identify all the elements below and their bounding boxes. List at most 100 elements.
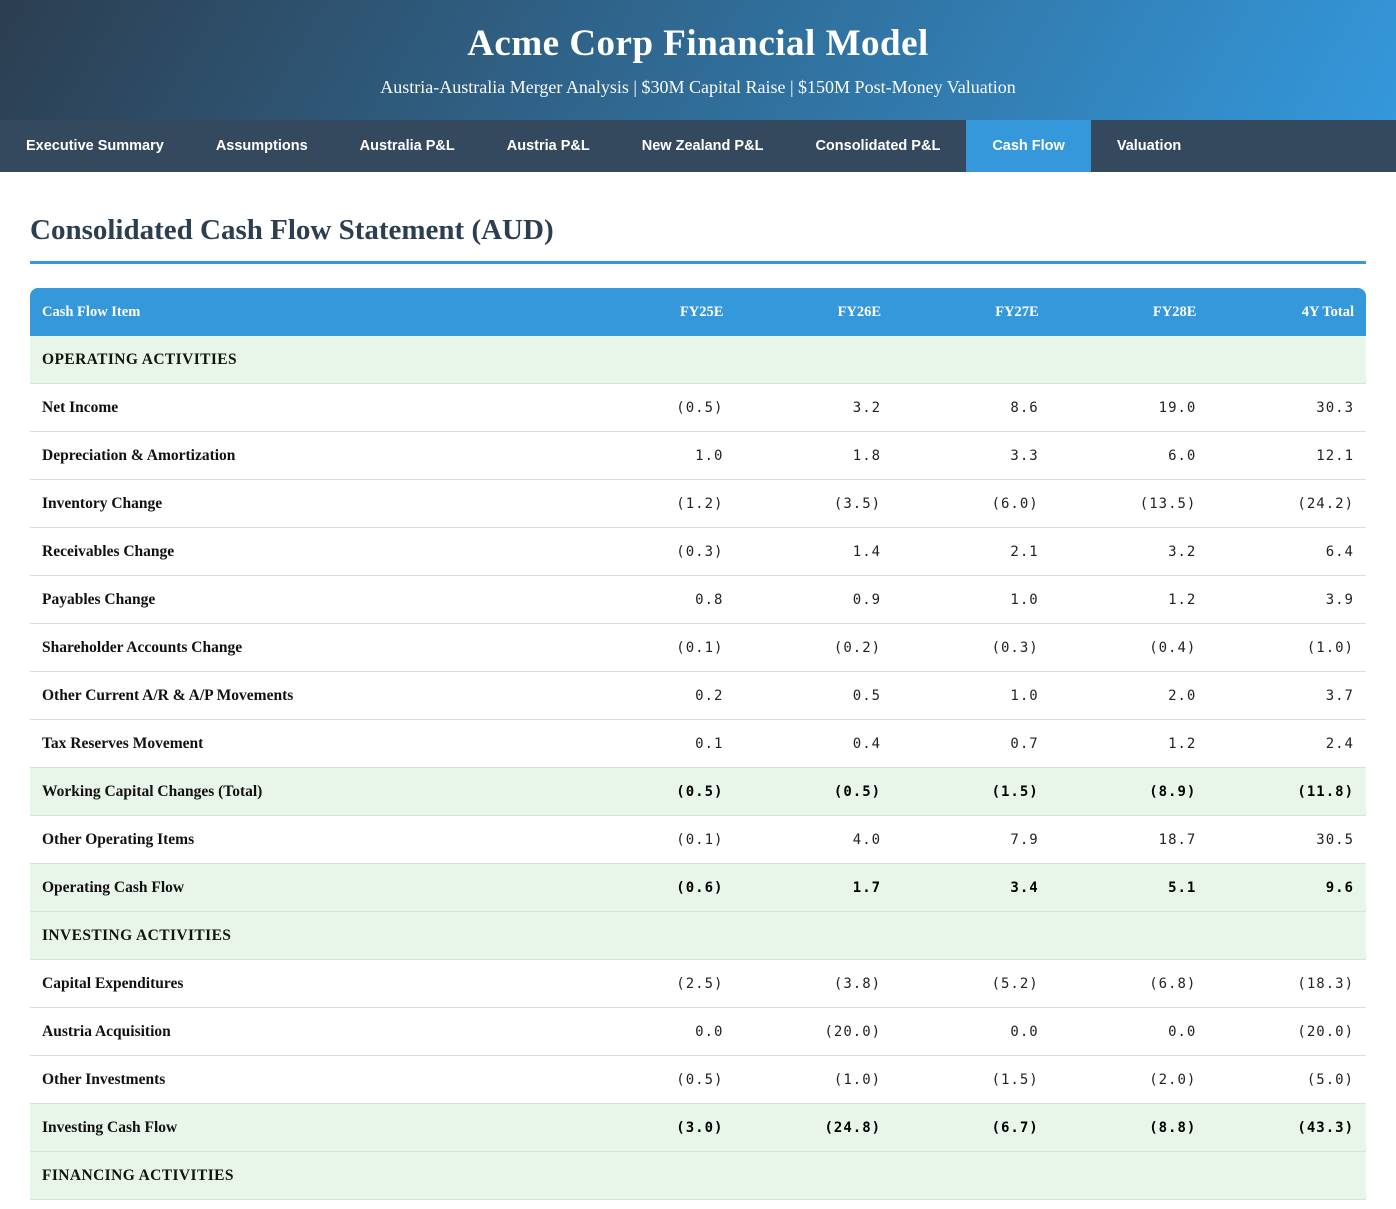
cell-value: 7.9: [893, 816, 1051, 864]
cell-value: 0.2: [577, 672, 736, 720]
cell-value: 3.4: [893, 864, 1051, 912]
cell-value: (24.8): [735, 1104, 894, 1152]
cell-value: 3.3: [893, 432, 1051, 480]
table-row: Working Capital Changes (Total) (0.5) (0.5…: [30, 768, 1366, 816]
cashflow-table: Cash Flow Item FY25E FY26E FY27E FY28E 4…: [30, 288, 1366, 1200]
cell-value: 1.0: [577, 432, 736, 480]
table-row: Operating Cash Flow (0.6) 1.7 3.4 5.1 9.6: [30, 864, 1366, 912]
tab-new-zealand-p-l[interactable]: New Zealand P&L: [641, 138, 764, 154]
section-row: OPERATING ACTIVITIES: [30, 336, 1366, 384]
cell-value: (3.8): [735, 960, 894, 1008]
cell-value: (3.5): [735, 480, 894, 528]
cell-value: (0.4): [1050, 624, 1209, 672]
app-title: Acme Corp Financial Model: [467, 23, 929, 64]
table-row: Other Operating Items (0.1) 4.0 7.9 18.7 30.5: [30, 816, 1366, 864]
section-label: OPERATING ACTIVITIES: [30, 336, 1366, 384]
table-row: Depreciation & Amortization 1.0 1.8 3.3 6.0 1…: [30, 432, 1366, 480]
table-row: Tax Reserves Movement 0.1 0.4 0.7 1.2 2.4: [30, 720, 1366, 768]
table-row: Receivables Change (0.3) 1.4 2.1 3.2 6.4: [30, 528, 1366, 576]
cell-value: 8.6: [893, 384, 1051, 432]
cell-value: 0.1: [577, 720, 736, 768]
cell-value: 1.7: [735, 864, 894, 912]
cell-value: 18.7: [1050, 816, 1209, 864]
column-header-fy25e: FY25E: [577, 288, 736, 336]
row-label: Inventory Change: [30, 480, 578, 528]
cell-value: 0.0: [893, 1008, 1051, 1056]
section-row: INVESTING ACTIVITIES: [30, 912, 1366, 960]
tab-cash-flow[interactable]: Cash Flow: [966, 120, 1091, 172]
main-content: Consolidated Cash Flow Statement (AUD) C…: [0, 172, 1396, 1200]
cell-value: 1.8: [735, 432, 894, 480]
table-row: Inventory Change (1.2) (3.5) (6.0) (13.5) (24…: [30, 480, 1366, 528]
cell-value: (1.0): [735, 1056, 894, 1104]
cell-value: (0.3): [577, 528, 736, 576]
cell-value: (43.3): [1208, 1104, 1366, 1152]
cell-value: (6.0): [893, 480, 1051, 528]
table-header-row: Cash Flow Item FY25E FY26E FY27E FY28E 4…: [30, 288, 1366, 336]
cell-value: 3.9: [1208, 576, 1366, 624]
cell-value: 2.4: [1208, 720, 1366, 768]
table-row: Payables Change 0.8 0.9 1.0 1.2 3.9: [30, 576, 1366, 624]
tab-australia-p-l[interactable]: Australia P&L: [359, 138, 455, 154]
cell-value: (18.3): [1208, 960, 1366, 1008]
column-header-item: Cash Flow Item: [30, 288, 578, 336]
row-label: Capital Expenditures: [30, 960, 578, 1008]
cell-value: 6.4: [1208, 528, 1366, 576]
cell-value: 0.9: [735, 576, 894, 624]
cell-value: (20.0): [1208, 1008, 1366, 1056]
row-label: Investing Cash Flow: [30, 1104, 578, 1152]
cell-value: 0.0: [577, 1008, 736, 1056]
tab-valuation[interactable]: Valuation: [1116, 138, 1182, 154]
row-label: Other Operating Items: [30, 816, 578, 864]
row-label: Payables Change: [30, 576, 578, 624]
cell-value: (24.2): [1208, 480, 1366, 528]
tab-bar: Executive Summary Assumptions Australia P&…: [0, 120, 1396, 172]
cell-value: (0.5): [577, 768, 736, 816]
row-label: Tax Reserves Movement: [30, 720, 578, 768]
row-label: Depreciation & Amortization: [30, 432, 578, 480]
cell-value: 1.2: [1050, 720, 1209, 768]
table-row: Investing Cash Flow (3.0) (24.8) (6.7) (8.8)…: [30, 1104, 1366, 1152]
cell-value: 5.1: [1050, 864, 1209, 912]
table-row: Net Income (0.5) 3.2 8.6 19.0 30.3: [30, 384, 1366, 432]
column-header-fy27e: FY27E: [893, 288, 1051, 336]
app-subtitle: Austria-Australia Merger Analysis | $30M…: [380, 77, 1016, 97]
cell-value: (6.7): [893, 1104, 1051, 1152]
cell-value: (8.9): [1050, 768, 1209, 816]
row-label: Net Income: [30, 384, 578, 432]
tab-consolidated-p-l[interactable]: Consolidated P&L: [815, 138, 941, 154]
app-header: Acme Corp Financial Model Austria-Austra…: [0, 0, 1396, 120]
cell-value: 0.4: [735, 720, 894, 768]
cell-value: 19.0: [1050, 384, 1209, 432]
cell-value: (5.0): [1208, 1056, 1366, 1104]
row-label: Other Investments: [30, 1056, 578, 1104]
cell-value: 0.0: [1050, 1008, 1209, 1056]
cell-value: 1.4: [735, 528, 894, 576]
cell-value: (1.2): [577, 480, 736, 528]
cell-value: (5.2): [893, 960, 1051, 1008]
tab-assumptions[interactable]: Assumptions: [215, 138, 308, 154]
cell-value: 9.6: [1208, 864, 1366, 912]
tab-austria-p-l[interactable]: Austria P&L: [506, 138, 590, 154]
cell-value: 0.8: [577, 576, 736, 624]
cell-value: 6.0: [1050, 432, 1209, 480]
row-label: Austria Acquisition: [30, 1008, 578, 1056]
table-row: Other Investments (0.5) (1.0) (1.5) (2.0) (5.…: [30, 1056, 1366, 1104]
column-header-fy26e: FY26E: [735, 288, 894, 336]
cell-value: (0.2): [735, 624, 894, 672]
section-label: INVESTING ACTIVITIES: [30, 912, 1366, 960]
cell-value: (0.5): [577, 384, 736, 432]
section-row: FINANCING ACTIVITIES: [30, 1152, 1366, 1200]
cell-value: (1.5): [893, 768, 1051, 816]
table-row: Capital Expenditures (2.5) (3.8) (5.2) (6.8)…: [30, 960, 1366, 1008]
cell-value: 0.5: [735, 672, 894, 720]
table-row: Other Current A/R & A/P Movements 0.2 0.5 1…: [30, 672, 1366, 720]
cell-value: (2.0): [1050, 1056, 1209, 1104]
cell-value: 1.0: [893, 576, 1051, 624]
cell-value: (20.0): [735, 1008, 894, 1056]
cell-value: (0.1): [577, 816, 736, 864]
cell-value: 3.2: [735, 384, 894, 432]
row-label: Working Capital Changes (Total): [30, 768, 578, 816]
tab-executive-summary[interactable]: Executive Summary: [26, 138, 164, 154]
cell-value: (3.0): [577, 1104, 736, 1152]
